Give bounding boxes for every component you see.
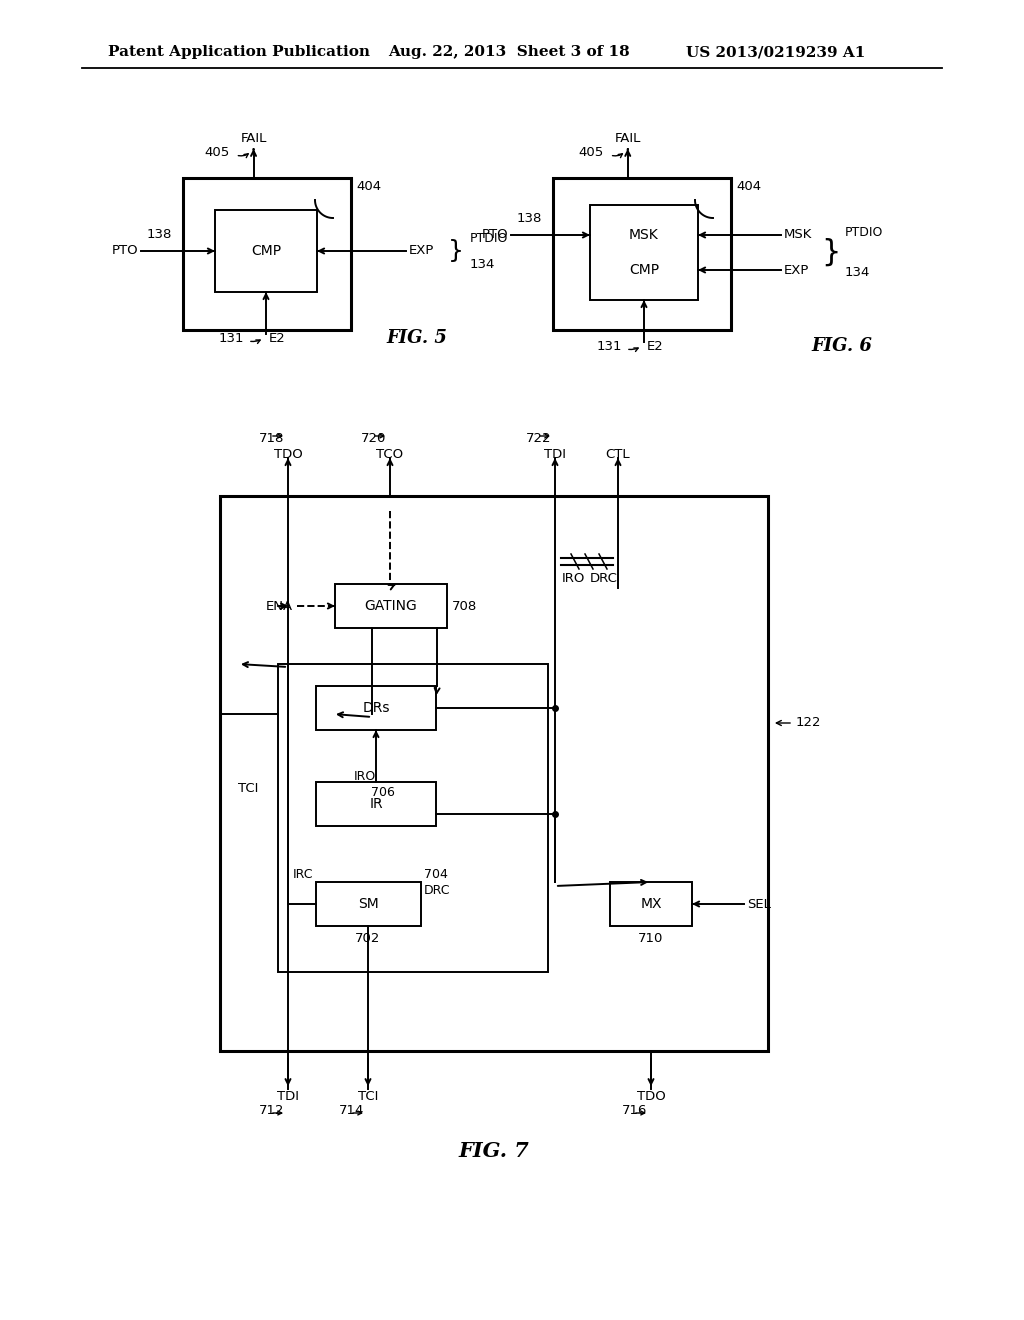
Text: FIG. 7: FIG. 7 — [459, 1140, 529, 1162]
Text: Patent Application Publication: Patent Application Publication — [108, 45, 370, 59]
Bar — [335, 583, 447, 628]
Text: 712: 712 — [258, 1105, 284, 1118]
Text: SEL: SEL — [746, 898, 771, 911]
Text: TDI: TDI — [278, 1090, 299, 1104]
Text: 722: 722 — [525, 432, 551, 445]
Text: EXP: EXP — [784, 264, 809, 276]
Text: PTDIO: PTDIO — [470, 231, 508, 244]
Text: 134: 134 — [470, 259, 496, 272]
Text: IR: IR — [370, 797, 383, 810]
Text: 405: 405 — [579, 147, 604, 160]
Text: DRs: DRs — [362, 701, 390, 715]
Text: TCO: TCO — [377, 447, 403, 461]
Text: TDO: TDO — [637, 1090, 666, 1104]
Text: }: } — [821, 238, 841, 267]
Bar — [278, 664, 548, 972]
Text: CTL: CTL — [605, 447, 631, 461]
Text: ENA: ENA — [266, 599, 293, 612]
Text: EXP: EXP — [409, 244, 434, 257]
Text: 706: 706 — [371, 785, 395, 799]
Bar — [215, 210, 317, 292]
Bar — [316, 781, 436, 826]
Bar — [316, 882, 421, 927]
Text: CMP: CMP — [629, 263, 659, 277]
Text: 702: 702 — [355, 932, 381, 945]
Text: CMP: CMP — [251, 244, 281, 257]
Text: PTO: PTO — [481, 228, 508, 242]
Text: TDI: TDI — [544, 447, 566, 461]
Text: Aug. 22, 2013  Sheet 3 of 18: Aug. 22, 2013 Sheet 3 of 18 — [388, 45, 630, 59]
Text: 714: 714 — [339, 1105, 364, 1118]
Text: GATING: GATING — [365, 599, 418, 612]
Text: IRO: IRO — [354, 771, 376, 784]
Bar — [316, 686, 436, 730]
Text: FAIL: FAIL — [614, 132, 641, 144]
Text: US 2013/0219239 A1: US 2013/0219239 A1 — [686, 45, 865, 59]
Text: 138: 138 — [146, 227, 172, 240]
Bar — [553, 178, 731, 330]
Text: 718: 718 — [259, 432, 284, 445]
Text: 404: 404 — [736, 180, 761, 193]
Text: 404: 404 — [356, 180, 381, 193]
Bar — [220, 496, 768, 1051]
Text: E2: E2 — [269, 331, 286, 345]
Text: 710: 710 — [638, 932, 664, 945]
Bar — [590, 205, 698, 300]
Text: IRC: IRC — [293, 869, 313, 882]
Text: 708: 708 — [452, 599, 477, 612]
Text: PTDIO: PTDIO — [845, 227, 884, 239]
Text: TCI: TCI — [357, 1090, 378, 1104]
Text: FIG. 6: FIG. 6 — [811, 337, 871, 355]
Bar — [610, 882, 692, 927]
Bar — [183, 178, 351, 330]
Text: 131: 131 — [597, 341, 622, 354]
Text: MSK: MSK — [629, 228, 658, 242]
Text: MSK: MSK — [784, 228, 812, 242]
Text: DRC: DRC — [590, 572, 617, 585]
Text: FIG. 5: FIG. 5 — [386, 329, 446, 347]
Text: IRO: IRO — [561, 572, 585, 585]
Text: SM: SM — [358, 898, 379, 911]
Text: MX: MX — [640, 898, 662, 911]
Text: TDO: TDO — [273, 447, 302, 461]
Text: PTO: PTO — [112, 244, 138, 257]
Text: 720: 720 — [360, 432, 386, 445]
Text: }: } — [449, 239, 464, 263]
Text: 704: 704 — [424, 869, 447, 882]
Text: 134: 134 — [845, 265, 870, 279]
Text: 716: 716 — [622, 1105, 647, 1118]
Text: 405: 405 — [205, 147, 229, 160]
Text: E2: E2 — [647, 339, 664, 352]
Text: 138: 138 — [516, 211, 542, 224]
Text: FAIL: FAIL — [241, 132, 266, 144]
Text: DRC: DRC — [424, 883, 451, 896]
Text: 122: 122 — [796, 717, 821, 730]
Text: TCI: TCI — [238, 781, 258, 795]
Text: 131: 131 — [218, 333, 244, 346]
